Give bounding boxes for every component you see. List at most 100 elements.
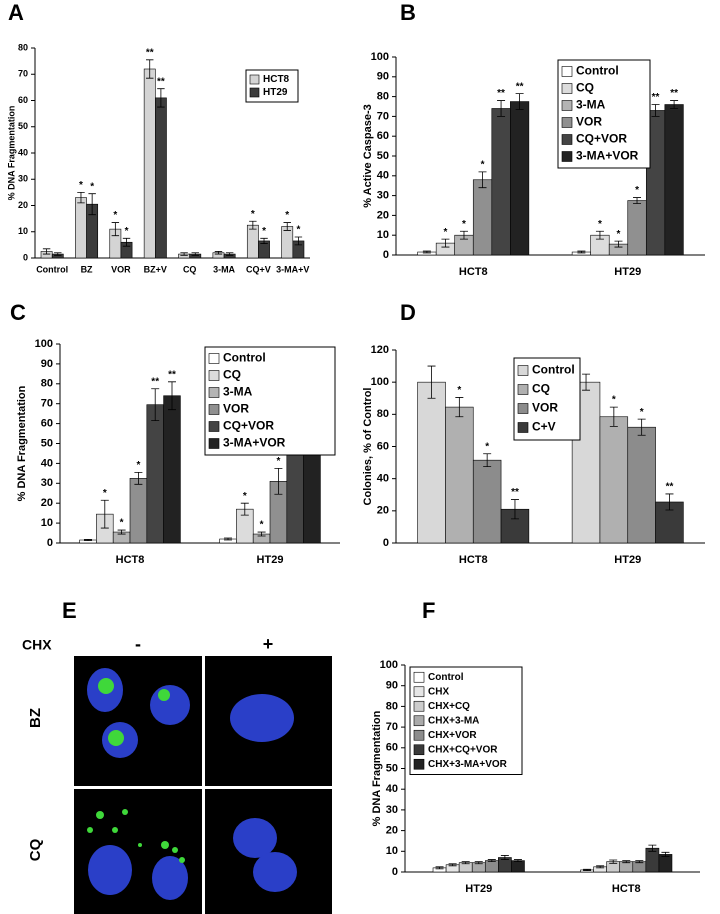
legend-swatch [208,421,220,432]
y-tick-label: 90 [386,680,398,692]
bar [510,101,530,256]
y-tick-label: 80 [377,91,389,103]
error-bar [459,230,468,240]
significance-label: * [457,385,461,396]
y-tick-label: 80 [41,378,53,390]
significance-label: * [443,227,447,238]
y-tick-label: 40 [377,473,389,485]
error-bar [448,863,457,867]
legend-swatch [561,100,573,111]
y-tick-label: 30 [386,804,398,816]
y-axis-label: % DNA Fragmentation [371,710,383,826]
panel-e: E CHX - + BZ CQ [22,598,332,914]
bar [599,416,629,544]
y-tick-label: 20 [386,825,398,837]
panel-letter: F [422,598,435,623]
legend-swatch [208,387,220,398]
x-tick-label: HT29 [257,554,284,566]
y-tick-label: 40 [18,147,28,157]
significance-label: ** [146,47,154,58]
chart-panel: B % Active Caspase-3 0 10 20 30 40 50 60 70 80 90 10… [362,0,705,278]
significance-label: * [113,210,117,221]
y-tick-label: 60 [41,418,53,430]
legend-swatch [208,438,220,449]
y-tick-label: 40 [41,457,53,469]
error-bar [42,248,51,255]
bar [632,861,647,873]
y-tick-label: 50 [41,437,53,449]
bar [491,108,511,256]
error-bar [117,529,126,535]
error-bar [622,860,631,864]
error-bar [225,252,234,256]
error-bar [441,238,450,248]
x-tick-label: HCT8 [612,883,641,895]
y-tick-label: 20 [18,200,28,210]
error-bar [274,467,283,495]
legend-swatch [413,758,425,770]
y-tick-label: 90 [41,358,53,370]
error-bar [294,236,303,246]
legend-label: VOR [532,401,558,415]
error-bar [577,250,586,254]
y-tick-label: 30 [18,174,28,184]
legend-label: CQ+VOR [223,419,274,433]
y-tick-label: 20 [377,209,389,221]
x-tick-label: HCT8 [116,554,145,566]
error-bar [134,471,143,485]
error-bar [483,453,492,468]
y-tick-label: 50 [386,762,398,774]
bar [511,860,525,873]
error-bar [665,493,674,511]
legend-swatch [249,87,260,98]
legend-label: CHX+3-MA [428,715,479,726]
error-bar [240,502,249,516]
significance-label: * [635,185,639,196]
error-bar [100,499,109,529]
legend-swatch [208,370,220,381]
significance-label: * [462,219,466,230]
significance-label: ** [168,369,176,380]
y-tick-label: 60 [377,440,389,452]
significance-label: * [136,460,140,471]
legend-swatch [517,403,529,414]
legend-label: 3-MA [223,385,253,399]
legend-swatch [413,729,425,741]
legend-swatch [413,671,425,683]
y-tick-label: 20 [41,497,53,509]
significance-label: * [120,518,124,529]
significance-label: ** [497,88,505,99]
column-label: + [263,634,274,654]
legend-label: CQ [532,382,550,396]
y-tick-label: 10 [18,226,28,236]
x-tick-label: HT29 [614,266,641,278]
error-bar [224,537,232,541]
panel-letter: E [62,598,77,623]
error-bar [497,100,506,117]
significance-label: * [481,159,485,170]
error-bar [513,859,522,863]
legend-label: VOR [576,115,602,129]
error-bar [455,397,464,418]
row-label: CQ [27,838,44,861]
error-bar [670,100,679,109]
panel-letter: B [400,0,416,25]
error-bar [582,373,591,391]
legend-label: CHX [428,686,449,697]
legend-label: 3-MA [576,98,606,112]
significance-label: ** [670,88,678,99]
panel-letter: A [8,0,24,25]
error-bar [283,222,291,231]
bar [619,861,634,873]
y-tick-label: 100 [380,659,398,671]
error-bar [427,365,436,399]
legend-swatch [561,151,573,162]
bar [146,404,164,544]
legend-label: CHX+VOR [428,730,477,741]
error-bar [191,252,199,256]
y-tick-label: 0 [383,249,389,261]
significance-label: ** [652,92,660,103]
y-tick-label: 0 [47,537,53,549]
panel-letter: D [400,300,416,325]
